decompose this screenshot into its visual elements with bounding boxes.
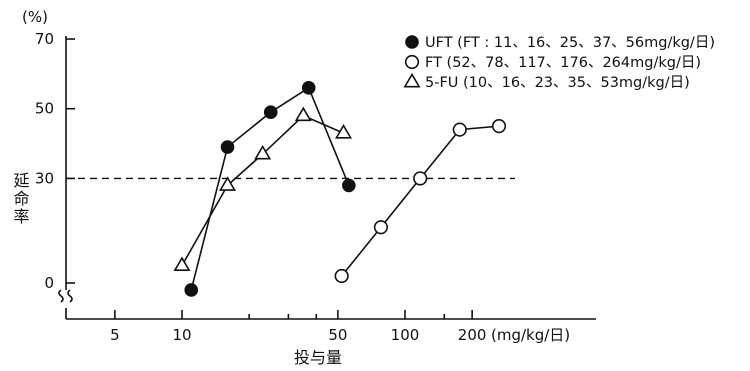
legend-label-uft: UFT (FT : 11、16、25、37、56mg/kg/日)	[425, 35, 715, 51]
data-point-uft	[184, 283, 199, 297]
data-point-5fu	[254, 144, 272, 160]
data-point-uft	[301, 81, 316, 95]
data-point-ft	[413, 171, 428, 186]
x-tick-label: 200	[458, 326, 487, 344]
data-point-uft	[263, 105, 278, 119]
y-tick-label: 30	[35, 169, 54, 187]
data-point-ft	[491, 119, 507, 134]
data-point-5fu	[218, 176, 237, 191]
y-tick-label: 0	[44, 274, 54, 292]
legend-label-5fu: 5-FU (10、16、23、35、53mg/kg/日)	[425, 75, 690, 91]
x-tick-label: 50	[328, 326, 347, 344]
x-unit-label: (mg/kg/日)	[491, 326, 570, 344]
y-tick-label: 50	[35, 100, 54, 118]
data-point-5fu	[334, 124, 353, 139]
x-tick-label: 5	[110, 326, 120, 344]
x-tick-label: 100	[391, 326, 420, 344]
legend-marker-uft	[405, 35, 419, 49]
y-tick-label: 70	[35, 30, 54, 48]
data-point-ft	[334, 268, 349, 284]
axis-break-mark	[58, 289, 73, 303]
legend-marker-5fu	[403, 72, 421, 88]
data-point-5fu	[294, 106, 312, 122]
series-line-ft	[341, 125, 500, 277]
series-line-5fu	[181, 114, 344, 266]
y-axis-title: 延命率	[11, 172, 30, 226]
legend-marker-ft	[404, 54, 420, 70]
data-point-ft	[373, 220, 389, 235]
data-point-uft	[342, 178, 356, 193]
data-point-ft	[452, 122, 467, 137]
data-point-uft	[220, 140, 235, 154]
y-unit-label: (%)	[22, 8, 48, 26]
x-axis-title: 投与量	[294, 348, 342, 367]
data-point-5fu	[173, 256, 191, 272]
x-tick-label: 10	[172, 326, 191, 344]
legend-label-ft: FT (52、78、117、176、264mg/kg/日)	[425, 55, 701, 71]
